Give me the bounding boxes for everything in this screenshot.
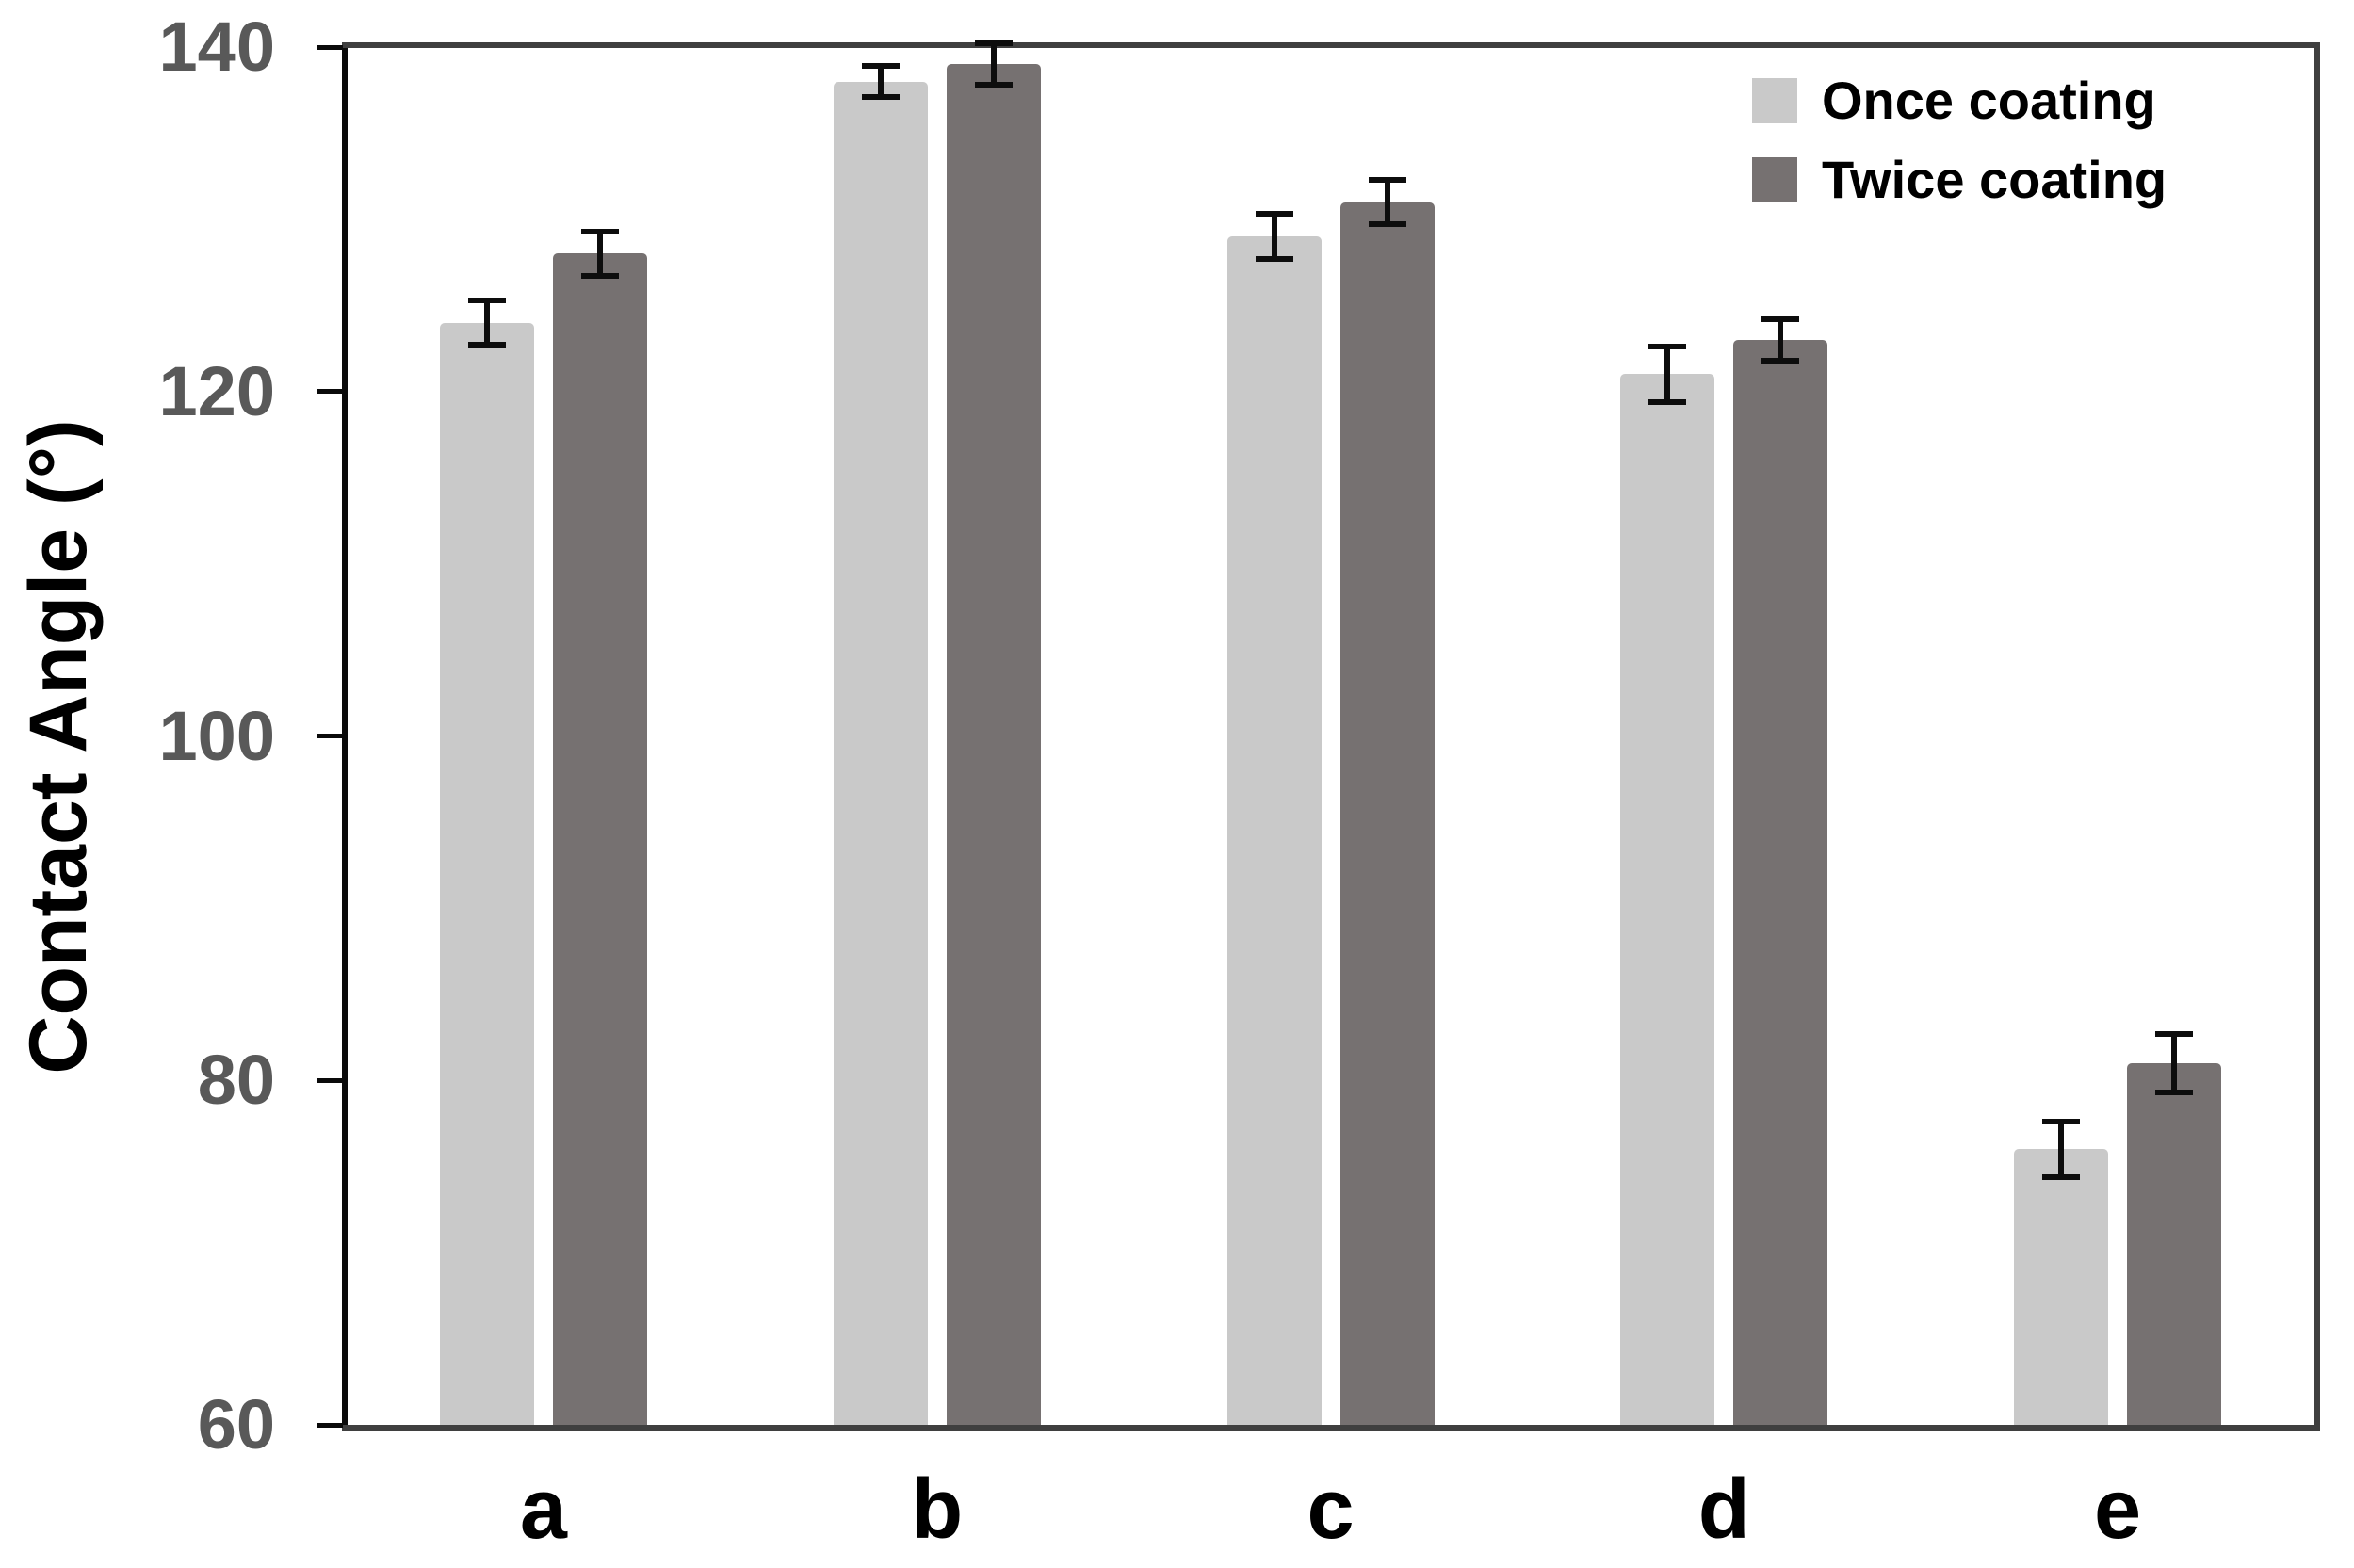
plot-area: Once coating Twice coating	[347, 40, 2314, 1425]
x-category-label: e	[2094, 1463, 2142, 1557]
bar-a-twice	[552, 253, 647, 1425]
legend-row-once-coating: Once coating	[1752, 72, 2167, 130]
error-bar-line	[877, 66, 884, 98]
error-bar-cap	[2155, 1030, 2194, 1037]
bar-b-once	[833, 81, 928, 1425]
error-bar-cap	[861, 63, 900, 70]
legend-label-once-coating: Once coating	[1822, 71, 2156, 130]
error-bar-line	[1271, 214, 1277, 259]
error-bar-cap	[580, 228, 619, 234]
legend: Once coating Twice coating	[1752, 72, 2167, 209]
error-bar-cap	[467, 297, 506, 303]
plot-frame-top	[342, 42, 2320, 48]
y-tick-mark	[317, 1422, 343, 1428]
legend-label-twice-coating: Twice coating	[1822, 150, 2167, 209]
error-bar-cap	[861, 94, 900, 101]
y-tick-label: 120	[158, 351, 275, 430]
error-bar-cap	[1255, 255, 1293, 262]
x-category-label: a	[519, 1463, 567, 1557]
y-tick-label: 80	[197, 1041, 275, 1120]
error-bar-cap	[1368, 221, 1406, 228]
error-bar-cap	[2155, 1090, 2194, 1096]
error-bar-cap	[2042, 1119, 2081, 1125]
error-bar-cap	[1368, 176, 1406, 183]
x-axis-line	[342, 1425, 2320, 1431]
error-bar-cap	[1648, 344, 1687, 350]
bar-a-once	[439, 322, 534, 1425]
error-bar-line	[1384, 179, 1390, 225]
y-tick-label: 100	[158, 696, 275, 775]
legend-swatch-once-coating	[1752, 78, 1797, 123]
error-bar-cap	[974, 82, 1013, 89]
x-category-label: c	[1307, 1463, 1355, 1557]
error-bar-cap	[1648, 398, 1687, 405]
error-bar-line	[2171, 1033, 2178, 1093]
error-bar-cap	[580, 273, 619, 280]
error-bar-cap	[1761, 357, 1800, 364]
bar-d-twice	[1733, 339, 1828, 1425]
bar-d-once	[1620, 374, 1715, 1425]
error-bar-line	[1778, 318, 1784, 361]
error-bar-cap	[2042, 1173, 2081, 1180]
error-bar-line	[2058, 1122, 2065, 1177]
bar-c-once	[1226, 236, 1322, 1425]
error-bar-cap	[974, 40, 1013, 47]
x-category-label: b	[911, 1463, 964, 1557]
error-bar-cap	[467, 342, 506, 348]
bar-e-once	[2014, 1149, 2109, 1425]
error-bar-cap	[1761, 315, 1800, 322]
x-category-label: d	[1697, 1463, 1750, 1557]
legend-row-twice-coating: Twice coating	[1752, 151, 2167, 209]
bar-c-twice	[1339, 202, 1435, 1425]
y-tick-label: 140	[158, 8, 275, 86]
y-tick-mark	[317, 389, 343, 395]
bar-b-twice	[946, 64, 1041, 1425]
y-tick-label: 60	[197, 1385, 275, 1463]
error-bar-line	[596, 231, 603, 277]
error-bar-line	[1664, 347, 1671, 402]
plot-frame-right	[2314, 42, 2320, 1431]
y-tick-mark	[317, 44, 343, 50]
error-bar-cap	[1255, 211, 1293, 218]
y-tick-mark	[317, 734, 343, 738]
error-bar-line	[990, 43, 997, 86]
y-axis-line	[342, 42, 348, 1431]
legend-swatch-twice-coating	[1752, 157, 1797, 202]
bar-e-twice	[2127, 1062, 2222, 1425]
y-tick-mark	[317, 1077, 343, 1083]
error-bar-line	[483, 299, 490, 346]
